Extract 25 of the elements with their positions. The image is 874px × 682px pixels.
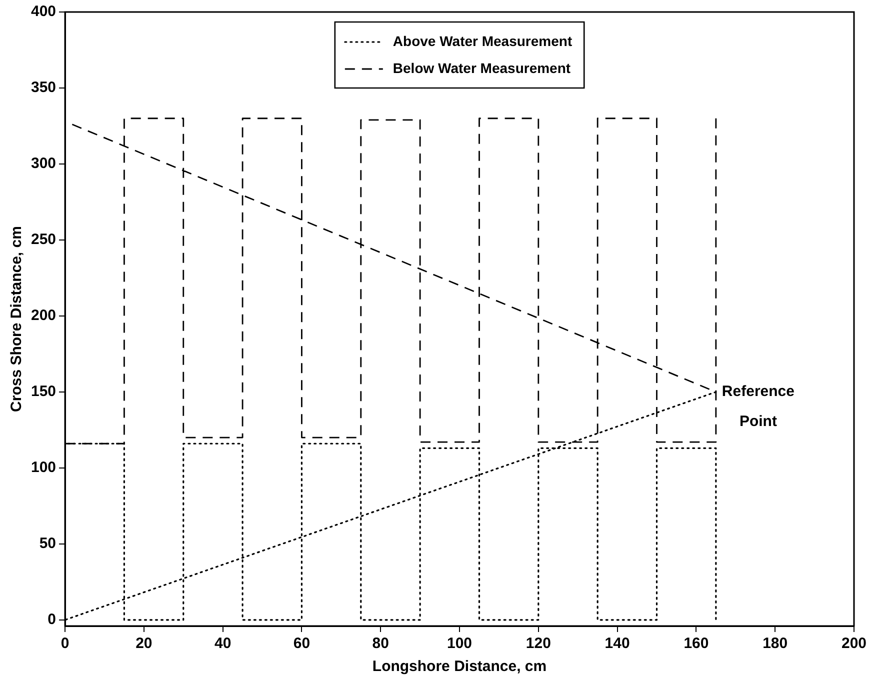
x-tick-label: 20 [136, 635, 152, 652]
x-tick-label: 140 [604, 635, 630, 652]
annotation: Reference Point [722, 383, 794, 430]
x-tick-label: 120 [526, 635, 551, 652]
y-tick-label: 300 [30, 155, 56, 172]
x-tick-label: 180 [762, 635, 788, 652]
x-tick-label: 100 [447, 635, 472, 652]
y-tick-label: 0 [48, 611, 56, 628]
x-axis-title: Longshore Distance, cm [372, 658, 547, 676]
y-axis-title: Cross Shore Distance, cm [8, 226, 26, 412]
x-tick-label: 200 [841, 635, 867, 652]
y-tick-label: 150 [30, 383, 56, 400]
y-tick-label: 200 [30, 307, 56, 324]
x-tick-label: 40 [214, 635, 232, 652]
y-tick-label: 350 [30, 79, 56, 96]
legend-label: Below Water Measurement [392, 60, 571, 76]
legend-label: Above Water Measurement [392, 32, 572, 49]
y-tick-label: 250 [30, 231, 56, 248]
y-tick-label: 100 [30, 459, 56, 476]
x-tick-label: 0 [60, 635, 70, 652]
x-tick-label: 160 [684, 635, 709, 652]
x-tick-label: 60 [293, 635, 310, 652]
y-tick-label: 50 [39, 535, 56, 552]
x-tick-label: 80 [372, 635, 389, 652]
y-tick-label: 400 [30, 3, 56, 20]
